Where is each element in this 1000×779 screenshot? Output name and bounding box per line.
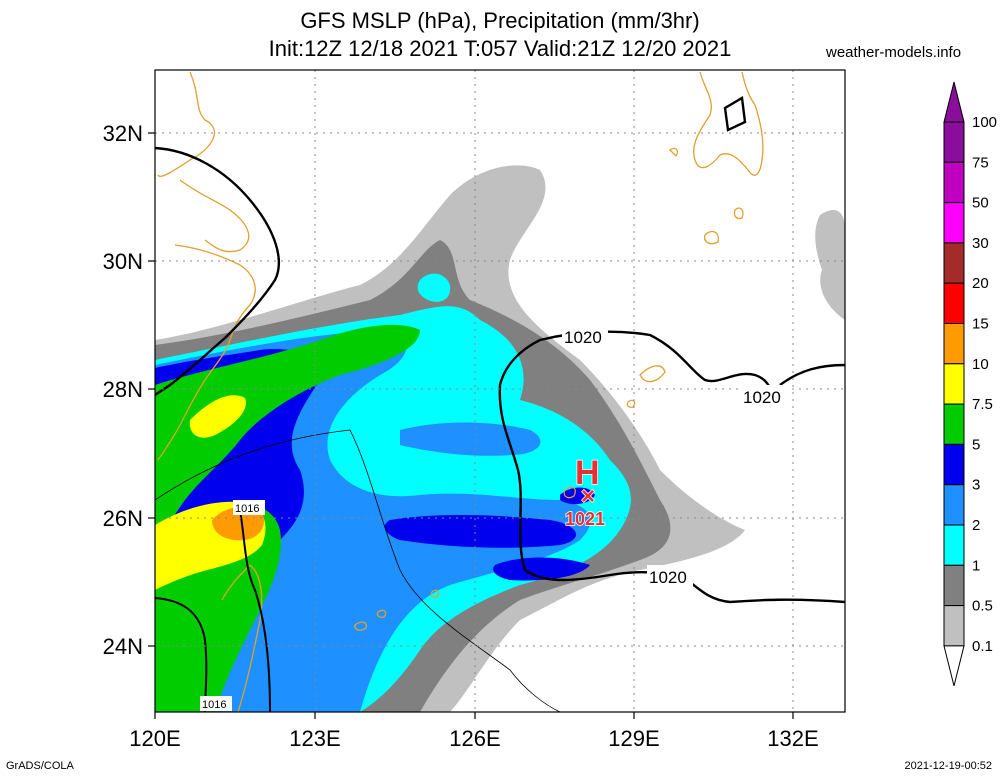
precip-5-area (155, 324, 420, 555)
label-bg (200, 696, 232, 711)
axis-ticks (148, 132, 794, 719)
colorbar-label: 20 (972, 275, 989, 292)
colorbar-swatch (943, 564, 965, 607)
colorbar-bottom-arrow (943, 645, 965, 687)
source-site: weather-models.info (826, 44, 962, 61)
colorbar-swatch (943, 202, 965, 244)
lon-label: 129E (608, 726, 659, 751)
high-value: 1021 (565, 509, 605, 529)
label-bg (233, 500, 265, 515)
colorbar-swatch (943, 121, 965, 163)
isobar-label-1020: 1020 (743, 388, 781, 407)
isobar-label-1020: 1020 (564, 328, 602, 347)
precip-0.1-area (815, 210, 845, 320)
colorbar-swatch (943, 161, 965, 204)
map-subtitle: Init:12Z 12/18 2021 T:057 Valid:21Z 12/2… (268, 36, 732, 61)
precip-1-area (417, 273, 451, 302)
colorbar-label: 30 (972, 235, 989, 252)
map-title: GFS MSLP (hPa), Precipitation (mm/3hr) (300, 8, 700, 33)
colorbar-swatch (943, 403, 965, 445)
colorbar-swatch (943, 363, 965, 405)
high-marker-icon: × (581, 483, 595, 510)
lon-label: 123E (289, 726, 340, 751)
lat-label: 28N (103, 377, 143, 402)
label-bg (741, 385, 787, 407)
colorbar-label: 3 (972, 477, 980, 494)
lat-label: 26N (103, 506, 143, 531)
isobar-1020-east (779, 363, 845, 386)
colorbar-swatch (943, 605, 965, 647)
footer-credit: GrADS/COLA (6, 760, 74, 772)
boundary-lines (155, 429, 561, 712)
colorbar-label: 100 (972, 114, 997, 131)
colorbar-swatch (943, 323, 965, 365)
china-coastline (157, 71, 256, 461)
colorbar-swatch (943, 443, 965, 486)
kyushu-isobar (723, 96, 747, 132)
coastlines (157, 71, 764, 712)
colorbar-label: 2 (972, 517, 980, 534)
colorbar-label: 0.5 (972, 598, 993, 615)
colorbar-label: 10 (972, 356, 989, 373)
colorbar-swatch (943, 484, 965, 526)
colorbar-label: 15 (972, 316, 989, 333)
kyushu-coastline (693, 71, 764, 176)
label-bg (562, 325, 608, 347)
colorbar-label: 50 (972, 195, 989, 212)
isobar-label-1016: 1016 (235, 503, 259, 515)
lat-labels: 32N 30N 28N 26N 24N (103, 121, 143, 659)
colorbar-label: 1 (972, 557, 980, 574)
label-bg (647, 565, 693, 587)
gridlines (155, 70, 845, 712)
eez-line (155, 429, 561, 712)
lon-labels: 120E 123E 126E 129E 132E (129, 726, 818, 751)
colorbar-swatch (943, 282, 965, 325)
lon-label: 132E (767, 726, 818, 751)
precipitation-layer (155, 165, 845, 712)
isobar-1020-upper (155, 146, 280, 396)
high-symbol: H (575, 454, 600, 492)
precip-10-area (212, 506, 265, 541)
footer-timestamp: 2021-12-19-00:52 (904, 760, 992, 772)
colorbar-label: 7.5 (972, 396, 993, 413)
high-pressure-center: H × 1021 (564, 453, 606, 530)
precip-7.5-area (189, 395, 246, 438)
kyushu-islands (669, 147, 744, 245)
isobar-label-1016: 1016 (202, 699, 226, 711)
colorbar-label: 5 (972, 436, 980, 453)
lat-label: 30N (103, 249, 143, 274)
isobar-labels: 1020 1020 1020 1016 1016 (200, 325, 787, 711)
colorbar-swatch (943, 524, 965, 566)
lat-label: 32N (103, 121, 143, 146)
precip-3-area (493, 557, 590, 581)
precip-3-area (384, 515, 577, 548)
lon-label: 126E (449, 726, 500, 751)
colorbar-swatch (943, 242, 965, 284)
colorbar-label: 0.1 (972, 638, 993, 655)
lon-label: 120E (129, 726, 180, 751)
isobar-1016-taiwan (155, 509, 271, 712)
colorbar: 100 75 50 30 20 15 10 7.5 5 3 2 1 0.5 0.1 (943, 81, 997, 687)
ryukyu-islands (354, 365, 666, 631)
lat-label: 24N (103, 634, 143, 659)
precip-3-area (560, 487, 595, 505)
isobar-label-1020: 1020 (649, 568, 687, 587)
colorbar-top-arrow (943, 81, 965, 123)
map-frame (154, 69, 846, 713)
colorbar-label: 75 (972, 154, 989, 171)
